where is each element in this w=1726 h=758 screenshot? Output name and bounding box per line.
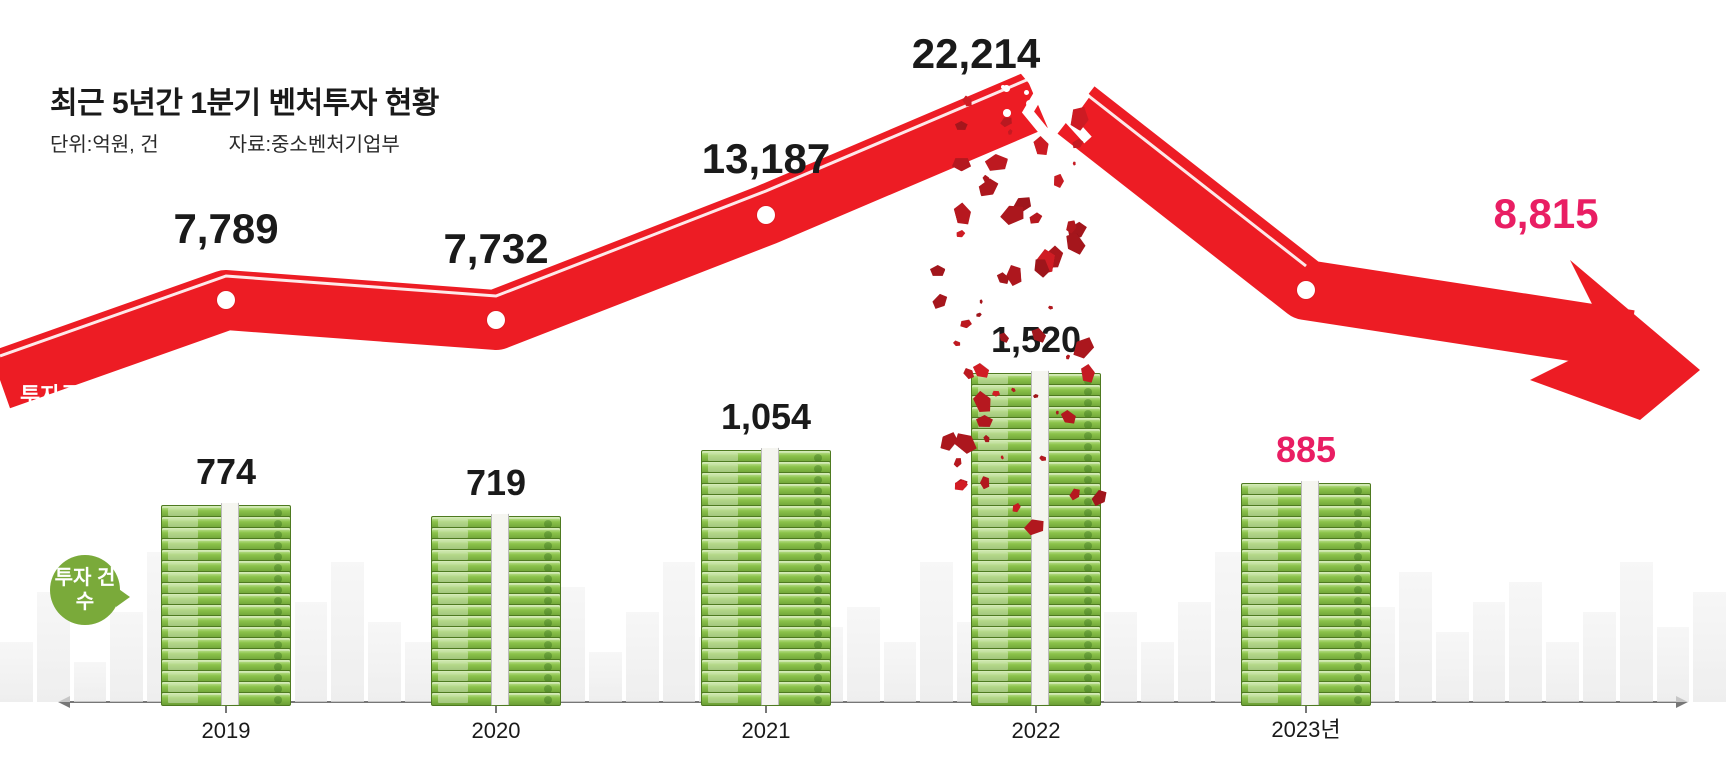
- bar-column: 1,520: [946, 319, 1126, 703]
- line-value-label: 13,187: [702, 135, 830, 183]
- bar-value-label: 774: [196, 451, 256, 493]
- chart-root: 최근 5년간 1분기 벤처투자 현황 단위:억원, 건 자료:중소벤처기업부 투…: [0, 0, 1726, 758]
- money-stack: [431, 516, 561, 703]
- chart-subtitle-row: 단위:억원, 건 자료:중소벤처기업부: [50, 128, 439, 157]
- bar-value-label: 1,054: [721, 396, 811, 438]
- chart-unit-label: 단위:억원, 건: [50, 128, 159, 157]
- line-value-label: 7,789: [173, 205, 278, 253]
- bar-column: 774: [136, 451, 316, 703]
- line-point-dot: [1297, 281, 1315, 299]
- line-series-name: 투자금액: [20, 378, 101, 410]
- bar-value-label: 1,520: [991, 319, 1081, 361]
- bar-column: 719: [406, 462, 586, 703]
- money-band: [221, 503, 239, 705]
- line-value-label: 7,732: [443, 225, 548, 273]
- bar-column: 885: [1216, 429, 1396, 703]
- line-value-label: 8,815: [1493, 190, 1598, 238]
- bar-series-name-bubble: 투자 건수: [50, 555, 120, 625]
- bar-series: 774 719 1,054 1,520 885: [0, 63, 1726, 703]
- money-stack: [1241, 483, 1371, 703]
- chart-header: 최근 5년간 1분기 벤처투자 현황 단위:억원, 건 자료:중소벤처기업부: [50, 78, 439, 157]
- line-point-dot: [757, 206, 775, 224]
- bar-value-label: 719: [466, 462, 526, 504]
- money-stack: [971, 373, 1101, 703]
- money-band: [1031, 371, 1049, 705]
- chart-title: 최근 5년간 1분기 벤처투자 현황: [50, 78, 439, 122]
- money-band: [761, 448, 779, 705]
- line-point-dot: [487, 311, 505, 329]
- bar-value-label: 885: [1276, 429, 1336, 471]
- money-band: [491, 514, 509, 705]
- line-value-label: 22,214: [912, 30, 1040, 78]
- bar-series-name: 투자 건수: [50, 566, 120, 614]
- chart-source-label: 자료:중소벤처기업부: [229, 128, 400, 157]
- money-stack: [161, 505, 291, 703]
- money-stack: [701, 450, 831, 703]
- bar-column: 1,054: [676, 396, 856, 703]
- money-band: [1301, 481, 1319, 705]
- line-point-dot: [217, 291, 235, 309]
